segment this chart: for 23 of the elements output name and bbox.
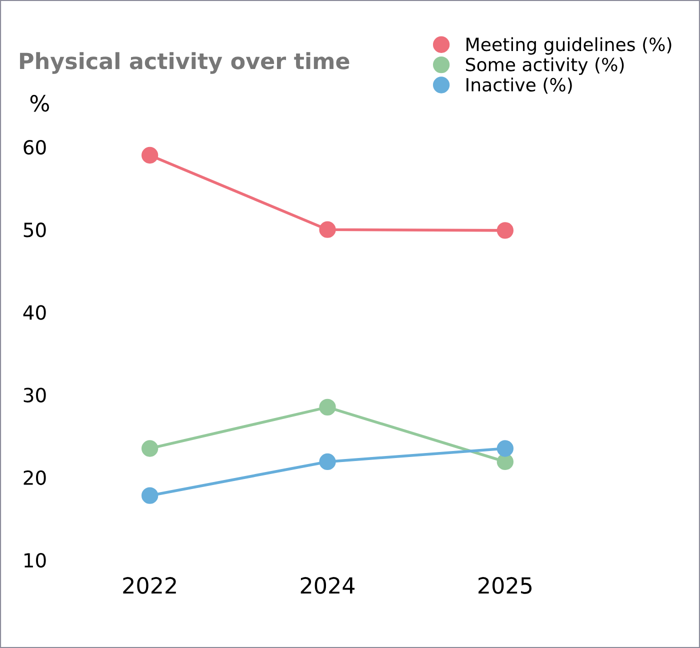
- chart-title: Physical activity over time: [20, 52, 350, 74]
- y-tick-label: 10: [24, 552, 46, 568]
- y-tick-label: 60: [24, 140, 46, 155]
- point: [496, 440, 514, 457]
- legend-label: Meeting guidelines (%): [466, 37, 672, 55]
- legend-label: Inactive (%): [466, 78, 572, 94]
- y-tick-label: 20: [24, 470, 46, 486]
- y-axis-title: %: [30, 94, 50, 112]
- x-tick-label: 2025: [478, 577, 532, 594]
- point: [319, 221, 336, 238]
- point: [496, 453, 514, 470]
- point: [142, 440, 158, 457]
- point: [319, 398, 336, 416]
- y-tick-label: 50: [24, 222, 46, 238]
- x-tick-label: 2024: [300, 577, 355, 594]
- x-tick-label: 2022: [123, 577, 176, 594]
- y-tick-label: 40: [23, 305, 46, 320]
- point: [496, 222, 514, 239]
- y-tick-label: 30: [24, 388, 46, 402]
- legend-label: Some activity (%): [466, 57, 624, 75]
- point: [142, 146, 158, 164]
- point: [142, 487, 158, 504]
- point: [319, 453, 336, 470]
